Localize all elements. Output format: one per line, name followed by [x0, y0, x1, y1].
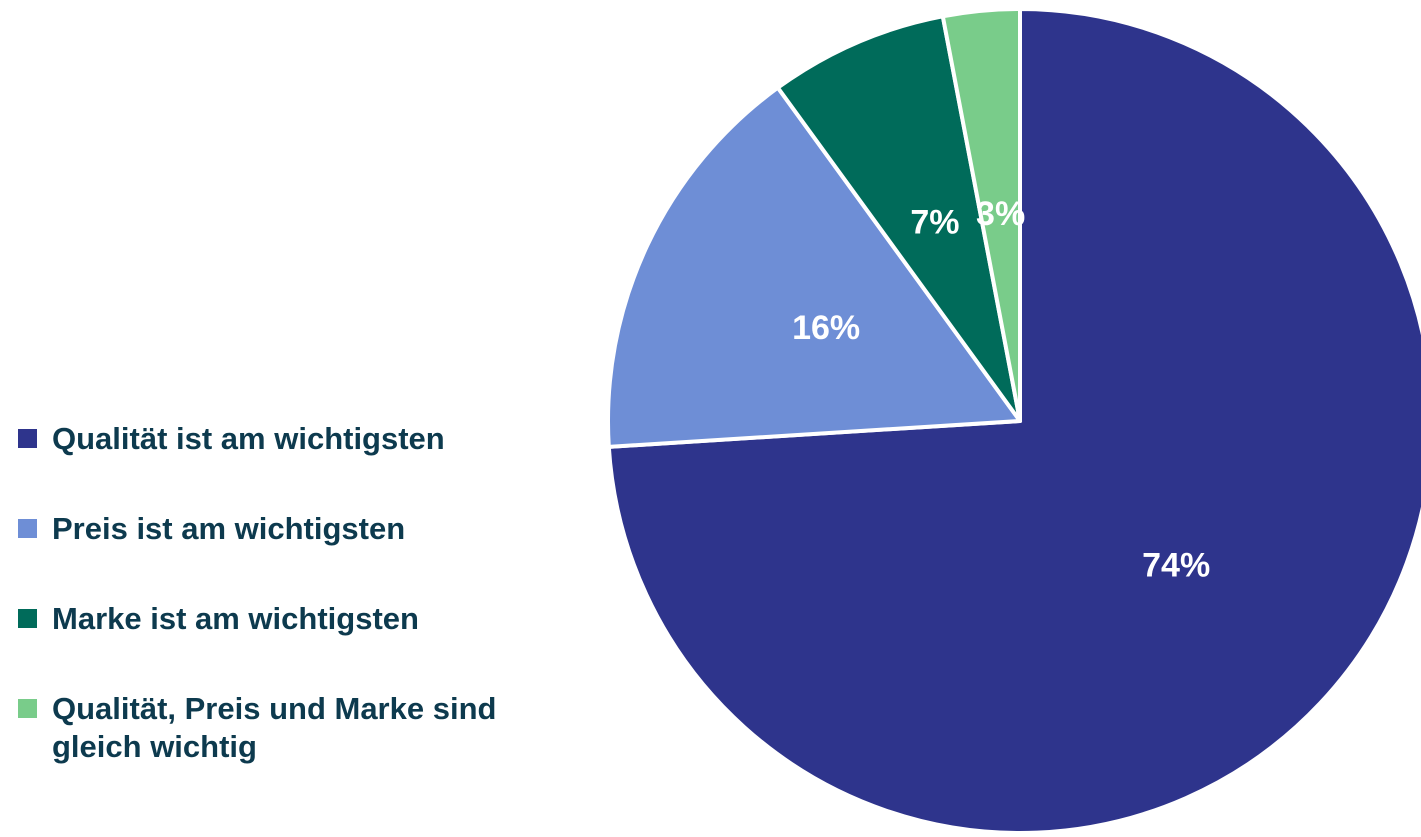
pie-slice — [606, 85, 1022, 449]
data-label: 7% — [910, 203, 959, 241]
pie-slice — [775, 14, 1022, 423]
legend-swatch — [18, 609, 37, 628]
legend-swatch — [18, 699, 37, 718]
legend: Qualität ist am wichtigsten Preis ist am … — [18, 420, 578, 818]
legend-label: Qualität ist am wichtigsten — [52, 421, 445, 456]
data-label: 3% — [976, 195, 1025, 233]
legend-label: Preis ist am wichtigsten — [52, 511, 406, 546]
data-label: 16% — [792, 309, 860, 347]
legend-label: Qualität, Preis und Marke sind gleich wi… — [52, 691, 497, 764]
data-label: 74% — [1142, 547, 1210, 585]
pie-slice — [940, 7, 1022, 423]
legend-swatch — [18, 519, 37, 538]
legend-label: Marke ist am wichtigsten — [52, 601, 419, 636]
pie-slice — [606, 7, 1421, 835]
legend-item: Preis ist am wichtigsten — [18, 510, 578, 548]
legend-item: Qualität, Preis und Marke sind gleich wi… — [18, 690, 578, 766]
legend-swatch — [18, 429, 37, 448]
legend-item: Qualität ist am wichtigsten — [18, 420, 578, 458]
legend-item: Marke ist am wichtigsten — [18, 600, 578, 638]
